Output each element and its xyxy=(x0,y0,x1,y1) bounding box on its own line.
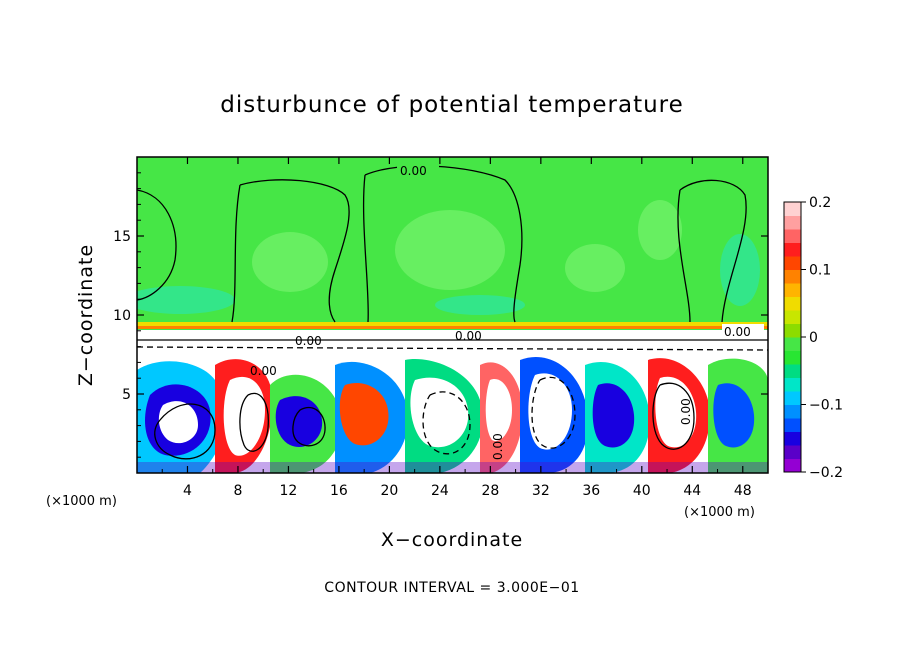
upper-layer-teal-patches xyxy=(137,234,760,315)
colorbar-tick-label: −0.2 xyxy=(809,465,843,481)
x-tick-label: 44 xyxy=(683,483,701,499)
colorbar-swatch xyxy=(784,377,801,392)
colorbar-swatch xyxy=(784,215,801,230)
inversion-band-orange xyxy=(137,326,768,329)
colorbar-swatch xyxy=(784,229,801,243)
colorbar-tick-label: 0.1 xyxy=(809,263,831,279)
y-tick-label: 10 xyxy=(113,308,131,324)
upper-layer-patches xyxy=(252,200,682,292)
colorbar-swatch xyxy=(784,458,801,473)
lower-layer-cells xyxy=(137,356,768,473)
y-axis-label: Z−coordinate xyxy=(75,244,97,386)
y-tick-label: 15 xyxy=(113,229,131,245)
colorbar-swatch xyxy=(784,337,801,351)
colorbar-swatch xyxy=(784,364,801,378)
inversion-band-yellow xyxy=(137,322,768,326)
colorbar-swatch xyxy=(784,310,801,324)
colorbar-swatch xyxy=(784,242,801,257)
colorbar-swatch xyxy=(784,202,801,216)
x-tick-label: 32 xyxy=(532,483,550,499)
contour-label: 0.00 xyxy=(491,433,505,460)
x-tick-label: 4 xyxy=(183,483,192,499)
contour-interval-note: CONTOUR INTERVAL = 3.000E−01 xyxy=(324,580,579,596)
colorbar-swatch xyxy=(784,418,801,432)
chart-title: disturbunce of potential temperature xyxy=(220,92,684,118)
colorbar-tick-label: −0.1 xyxy=(809,398,843,414)
contour-label: 0.00 xyxy=(295,334,322,348)
x-tick-label: 28 xyxy=(481,483,499,499)
y-axis: 5 10 15 xyxy=(113,172,768,458)
y-tick-label: 5 xyxy=(122,387,131,403)
colorbar-swatch xyxy=(784,445,801,459)
colorbar-swatch xyxy=(784,431,801,446)
colorbar-ticks: 0.2 0.1 0 −0.1 −0.2 xyxy=(801,195,843,481)
colorbar-swatch xyxy=(784,296,801,311)
x-tick-label: 24 xyxy=(431,483,449,499)
colorbar-swatch xyxy=(784,269,801,284)
contour-label-group: 0.00 0.00 0.00 0.00 0.00 0.00 0.00 xyxy=(250,161,764,460)
x-axis: 4 8 12 16 20 24 28 32 36 40 44 48 xyxy=(161,157,752,499)
contour-label: 0.00 xyxy=(400,164,427,178)
colorbar xyxy=(783,201,802,473)
x-unit-right: (×1000 m) xyxy=(684,505,755,520)
colorbar-swatch xyxy=(784,391,801,405)
contour-lines xyxy=(137,165,768,460)
contour-label: 0.00 xyxy=(679,398,693,425)
x-tick-label: 8 xyxy=(233,483,242,499)
colorbar-swatch xyxy=(784,256,801,270)
contour-label: 0.00 xyxy=(455,329,482,343)
colorbar-tick-label: 0.2 xyxy=(809,195,831,211)
colorbar-swatch xyxy=(784,283,801,297)
x-tick-label: 16 xyxy=(330,483,348,499)
x-axis-label: X−coordinate xyxy=(381,529,523,551)
x-tick-label: 40 xyxy=(633,483,651,499)
colorbar-tick-label: 0 xyxy=(809,330,818,346)
colorbar-swatch xyxy=(784,350,801,365)
x-tick-label: 48 xyxy=(734,483,752,499)
plot-area: 0.00 0.00 0.00 0.00 0.00 0.00 0.00 xyxy=(137,157,768,473)
contour-label: 0.00 xyxy=(250,364,277,378)
x-unit-left: (×1000 m) xyxy=(46,494,117,509)
x-tick-label: 12 xyxy=(280,483,298,499)
colorbar-swatch xyxy=(784,404,801,419)
x-tick-label: 20 xyxy=(380,483,398,499)
colorbar-swatch xyxy=(784,323,801,338)
contour-label: 0.00 xyxy=(724,325,751,339)
x-tick-label: 36 xyxy=(582,483,600,499)
